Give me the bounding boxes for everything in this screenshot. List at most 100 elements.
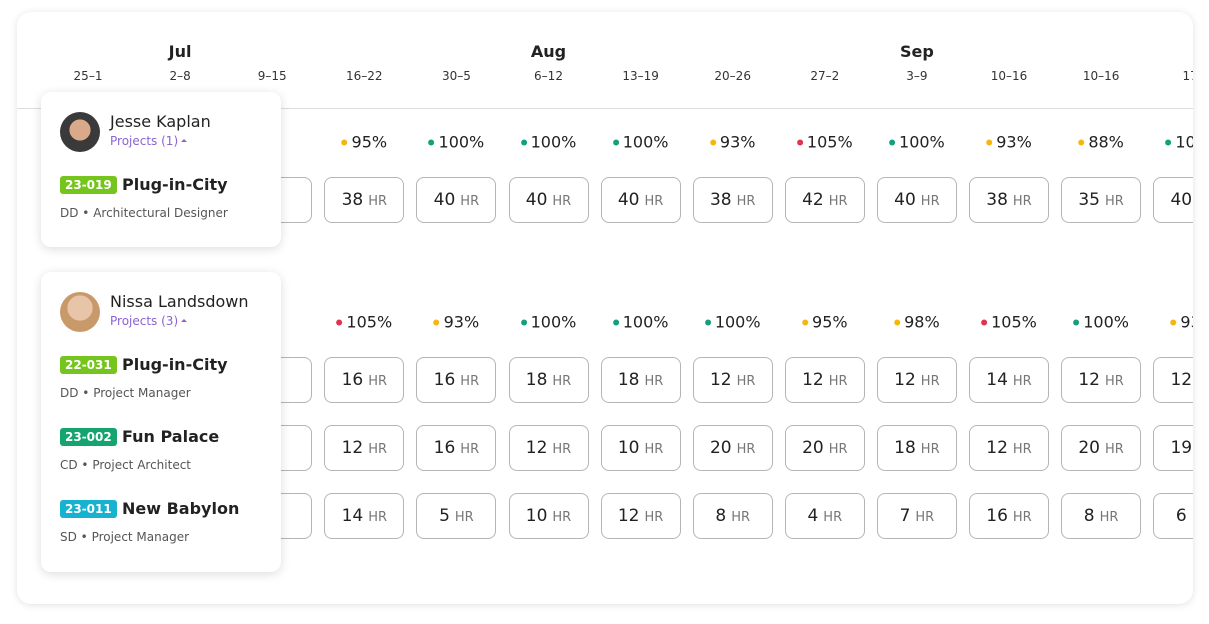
hours-unit: HR	[552, 373, 572, 389]
planner-content: Jul Aug Sep 25–1 2–8 9–15 16–22 30–5 6–12 13–19 20…	[17, 12, 1193, 604]
hours-cell[interactable]: 18 HR	[508, 357, 589, 403]
hours-unit: HR	[460, 441, 480, 457]
projects-toggle[interactable]: Projects (1)	[110, 134, 190, 148]
utilization: 93%	[709, 133, 755, 152]
hours-value: 20	[802, 438, 824, 458]
hours-cell[interactable]: 6 HR	[1153, 493, 1193, 539]
caret-icon	[181, 139, 188, 142]
projects-toggle[interactable]: Projects (3)	[110, 314, 190, 328]
utilization-label: 100%	[899, 132, 945, 152]
hours-unit: HR	[1012, 373, 1032, 389]
status-dot	[520, 319, 527, 325]
utilization: 100%	[1165, 133, 1193, 152]
hours-cell[interactable]: 5 HR	[416, 493, 497, 539]
hours-unit: HR	[828, 373, 848, 389]
utilization: 100%	[520, 313, 576, 332]
hours-cell[interactable]: 35 HR	[1061, 177, 1142, 223]
week-label: 17–	[1182, 69, 1193, 83]
status-dot	[428, 139, 435, 145]
hours-cell[interactable]: 14 HR	[969, 357, 1049, 403]
hours-value: 38	[986, 190, 1008, 210]
hours-unit: HR	[1105, 373, 1124, 389]
hours-unit: HR	[1012, 441, 1032, 457]
status-dot	[1165, 139, 1172, 145]
hours-value: 18	[894, 438, 916, 458]
utilization: 100%	[520, 132, 577, 152]
utilization-label: 93%	[1180, 312, 1193, 332]
hours-cell[interactable]: 18 HR	[876, 425, 957, 471]
hours-unit: HR	[1012, 509, 1032, 525]
hours-cell[interactable]: 16 HR	[416, 357, 497, 403]
utilization: 100%	[1073, 313, 1129, 332]
hours-cell[interactable]: 10 HR	[508, 493, 589, 539]
hours-unit: HR	[644, 373, 664, 389]
hours-cell[interactable]: 8 HR	[1061, 493, 1142, 539]
hours-cell[interactable]: 38 HR	[692, 177, 773, 223]
hours-cell[interactable]: 18 HR	[600, 357, 681, 403]
hours-cell[interactable]: 19HR	[1153, 425, 1193, 471]
utilization: 93%	[433, 313, 479, 332]
hours-cell[interactable]: 4 HR	[784, 493, 865, 539]
hours-unit: HR	[731, 509, 750, 525]
project-code: 23-002	[60, 428, 117, 446]
utilization: 105%	[796, 133, 853, 152]
week-label: 9–15	[257, 69, 287, 83]
utilization: 100%	[889, 133, 945, 152]
hours-cell[interactable]: 16 HR	[969, 493, 1049, 539]
utilization: 100%	[612, 133, 668, 152]
hours-value: 4	[807, 506, 819, 526]
hours-value: 18	[617, 370, 640, 390]
utilization-label: 93%	[996, 132, 1032, 152]
hours-cell[interactable]: 20 HR	[692, 425, 773, 471]
week-label: 25–1	[73, 69, 103, 83]
hours-value: 40	[525, 190, 548, 210]
hours-cell[interactable]: 42 HR	[784, 177, 865, 223]
utilization: 100%	[428, 133, 484, 152]
status-dot	[612, 319, 619, 325]
status-dot	[341, 139, 348, 145]
hours-value: 19	[1170, 438, 1193, 458]
status-dot	[709, 139, 716, 145]
hours-cell[interactable]: 14 HR	[324, 493, 405, 539]
hours-cell[interactable]: 16 HR	[416, 425, 497, 471]
hours-cell[interactable]: 16 HR	[324, 357, 405, 403]
hours-cell[interactable]: 7 HR	[876, 493, 957, 539]
hours-cell[interactable]: 38 HR	[324, 177, 405, 223]
hours-unit: HR	[644, 441, 664, 457]
hours-cell[interactable]: 20 HR	[1061, 425, 1142, 471]
utilization-label: 100%	[530, 132, 577, 152]
hours-value: 12	[986, 438, 1008, 458]
status-dot	[1073, 319, 1080, 325]
hours-unit: HR	[644, 193, 664, 209]
hours-value: 40	[1170, 190, 1193, 210]
utilization: 88%	[1078, 133, 1124, 152]
hours-value: 38	[709, 190, 732, 210]
hours-cell[interactable]: 8 HR	[692, 493, 773, 539]
hours-unit: HR	[460, 193, 480, 209]
hours-cell[interactable]: 10 HR	[600, 425, 681, 471]
status-dot	[1170, 319, 1177, 325]
hours-value: 12	[525, 438, 548, 458]
hours-cell[interactable]: 38 HR	[969, 177, 1049, 223]
hours-cell[interactable]: 20 HR	[784, 425, 865, 471]
utilization-label: 88%	[1088, 132, 1124, 152]
hours-value: 20	[1078, 438, 1100, 458]
project-name: Plug-in-City	[122, 175, 228, 194]
week-label: 6–12	[534, 69, 563, 83]
hours-value: 16	[433, 438, 456, 458]
